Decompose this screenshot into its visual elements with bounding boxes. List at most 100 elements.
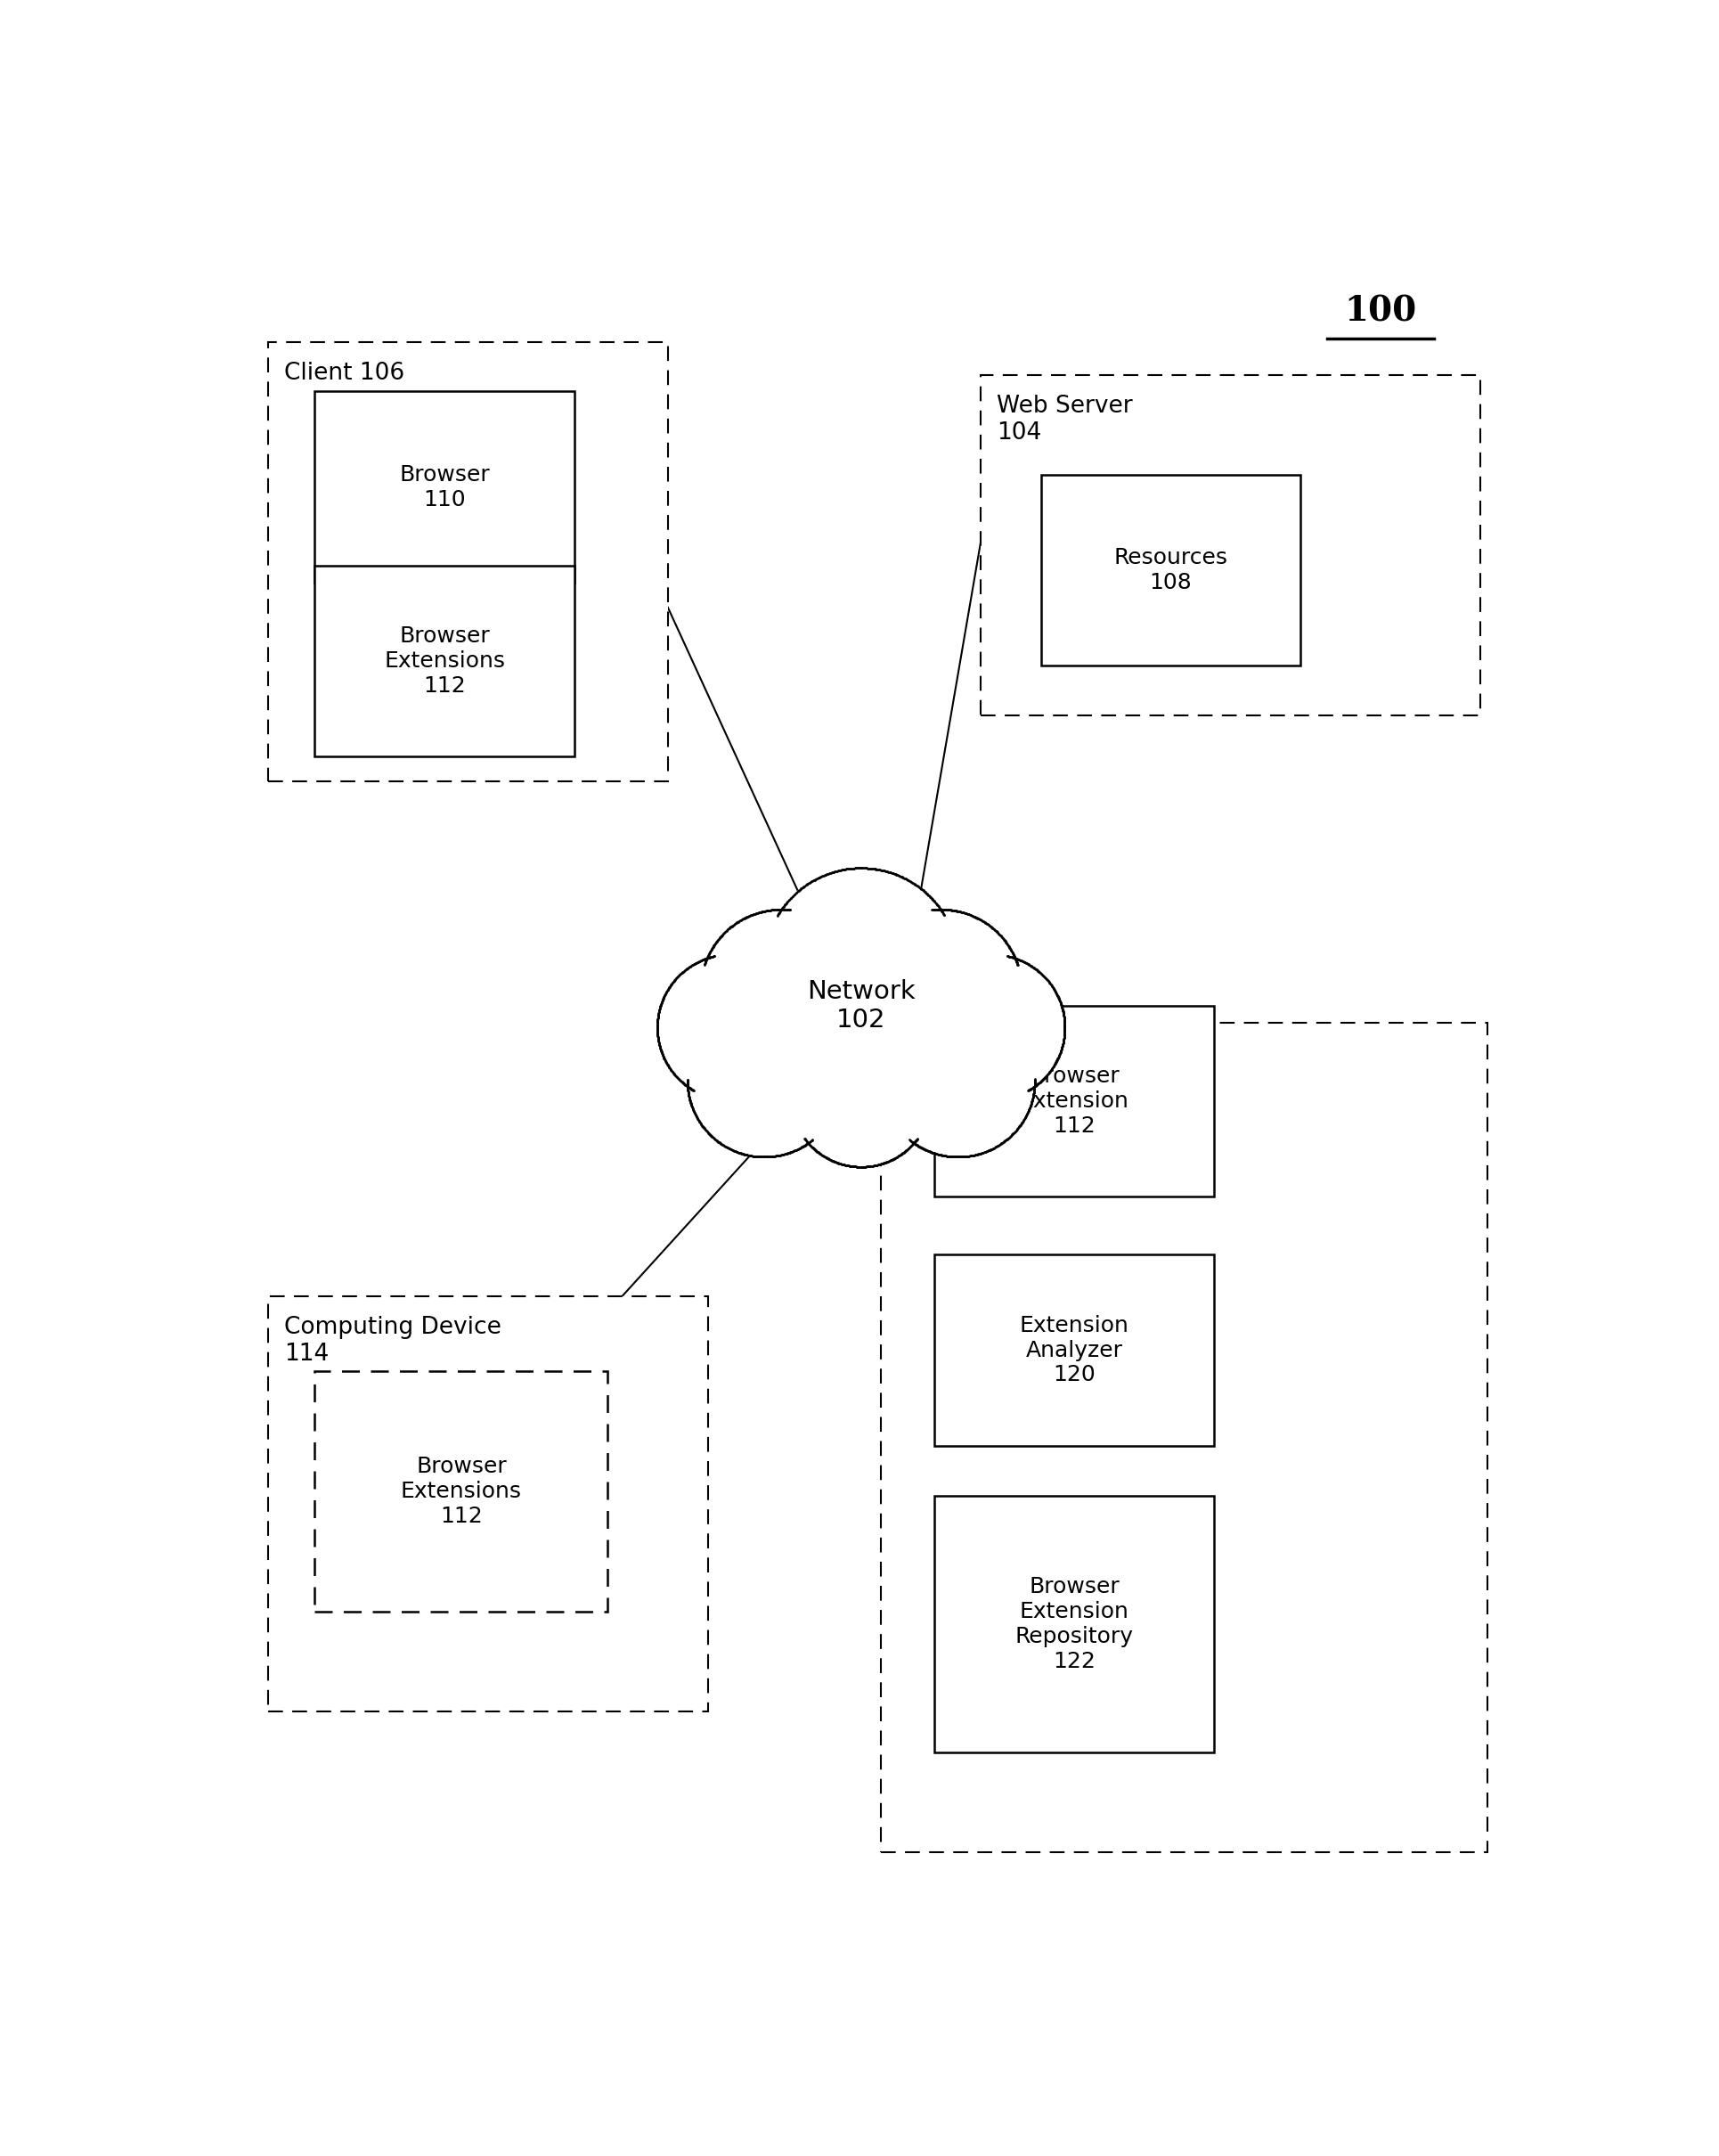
Point: [684, 944, 712, 979]
Point: [923, 893, 951, 927]
Point: [674, 1069, 701, 1104]
Point: [679, 1089, 707, 1123]
Point: [794, 1125, 822, 1160]
Point: [878, 1143, 906, 1177]
Point: [995, 929, 1023, 964]
Point: [1016, 1089, 1043, 1123]
Point: [696, 934, 724, 968]
Point: [1030, 957, 1057, 992]
Point: [1047, 985, 1074, 1020]
Point: [885, 858, 913, 893]
Point: [913, 875, 940, 910]
Point: [648, 1035, 676, 1069]
Point: [772, 893, 799, 927]
Point: [691, 942, 719, 977]
Point: [846, 1149, 873, 1184]
Point: [927, 893, 954, 927]
Point: [643, 1015, 670, 1050]
Point: [1019, 1078, 1047, 1112]
Point: [1018, 1087, 1045, 1121]
Point: [772, 1136, 799, 1171]
Point: [813, 1141, 841, 1175]
Point: [842, 852, 870, 886]
Point: [806, 1136, 834, 1171]
Point: [720, 1134, 748, 1169]
Point: [691, 942, 719, 977]
Point: [988, 1125, 1016, 1160]
Point: [1025, 953, 1052, 987]
Point: [732, 899, 760, 934]
Point: [1016, 1093, 1043, 1128]
Point: [1004, 949, 1031, 983]
Point: [660, 1056, 688, 1091]
Point: [832, 852, 860, 886]
Point: [729, 1136, 756, 1171]
Point: [1050, 1022, 1078, 1056]
Point: [997, 940, 1025, 975]
Point: [679, 1072, 707, 1106]
Point: [1016, 1089, 1043, 1123]
Point: [648, 983, 676, 1018]
Point: [736, 899, 763, 934]
Point: [753, 1141, 780, 1175]
Point: [1050, 1020, 1078, 1054]
Point: [837, 1149, 865, 1184]
Point: [768, 893, 796, 927]
Point: [837, 1149, 865, 1184]
Point: [650, 1039, 677, 1074]
Point: [786, 873, 813, 908]
Point: [999, 940, 1026, 975]
Point: [904, 869, 932, 903]
Point: [866, 1147, 894, 1181]
Point: [1019, 1078, 1047, 1112]
Point: [760, 893, 787, 927]
Point: [674, 1067, 701, 1102]
Point: [1037, 1052, 1064, 1087]
Point: [688, 942, 715, 977]
Point: [1006, 1108, 1033, 1143]
Point: [694, 940, 722, 975]
Point: [906, 871, 933, 906]
Point: [707, 1125, 734, 1160]
Point: [645, 1020, 672, 1054]
Point: [842, 1149, 870, 1184]
Point: [949, 1141, 976, 1175]
Point: [1014, 1074, 1042, 1108]
Point: [768, 893, 796, 927]
Point: [645, 1022, 672, 1056]
Point: [964, 1136, 992, 1171]
Point: [1047, 985, 1074, 1020]
Point: [1050, 1015, 1078, 1050]
Point: [923, 1136, 951, 1171]
Point: [725, 1136, 753, 1171]
Point: [825, 1145, 853, 1179]
Point: [698, 931, 725, 966]
Point: [1018, 1072, 1045, 1106]
Point: [995, 929, 1023, 964]
Point: [674, 1069, 701, 1104]
Point: [670, 953, 698, 987]
Point: [643, 1003, 670, 1037]
Point: [677, 1087, 705, 1121]
Point: [932, 893, 959, 927]
Point: [937, 1138, 964, 1173]
Text: Web Server
104: Web Server 104: [997, 395, 1133, 444]
Polygon shape: [861, 910, 1021, 1069]
Point: [703, 1123, 731, 1158]
Point: [1035, 964, 1062, 998]
Point: [667, 1063, 694, 1097]
Point: [722, 906, 749, 940]
Point: [896, 865, 923, 899]
Point: [1043, 979, 1071, 1013]
Point: [937, 893, 964, 927]
Point: [1050, 1013, 1078, 1048]
Point: [789, 871, 817, 906]
Point: [844, 1149, 872, 1184]
Point: [1040, 1050, 1067, 1084]
Point: [1042, 975, 1069, 1009]
Point: [901, 1125, 928, 1160]
Point: [1050, 1000, 1078, 1035]
Point: [645, 994, 672, 1028]
Point: [935, 1138, 963, 1173]
Point: [682, 1100, 710, 1134]
